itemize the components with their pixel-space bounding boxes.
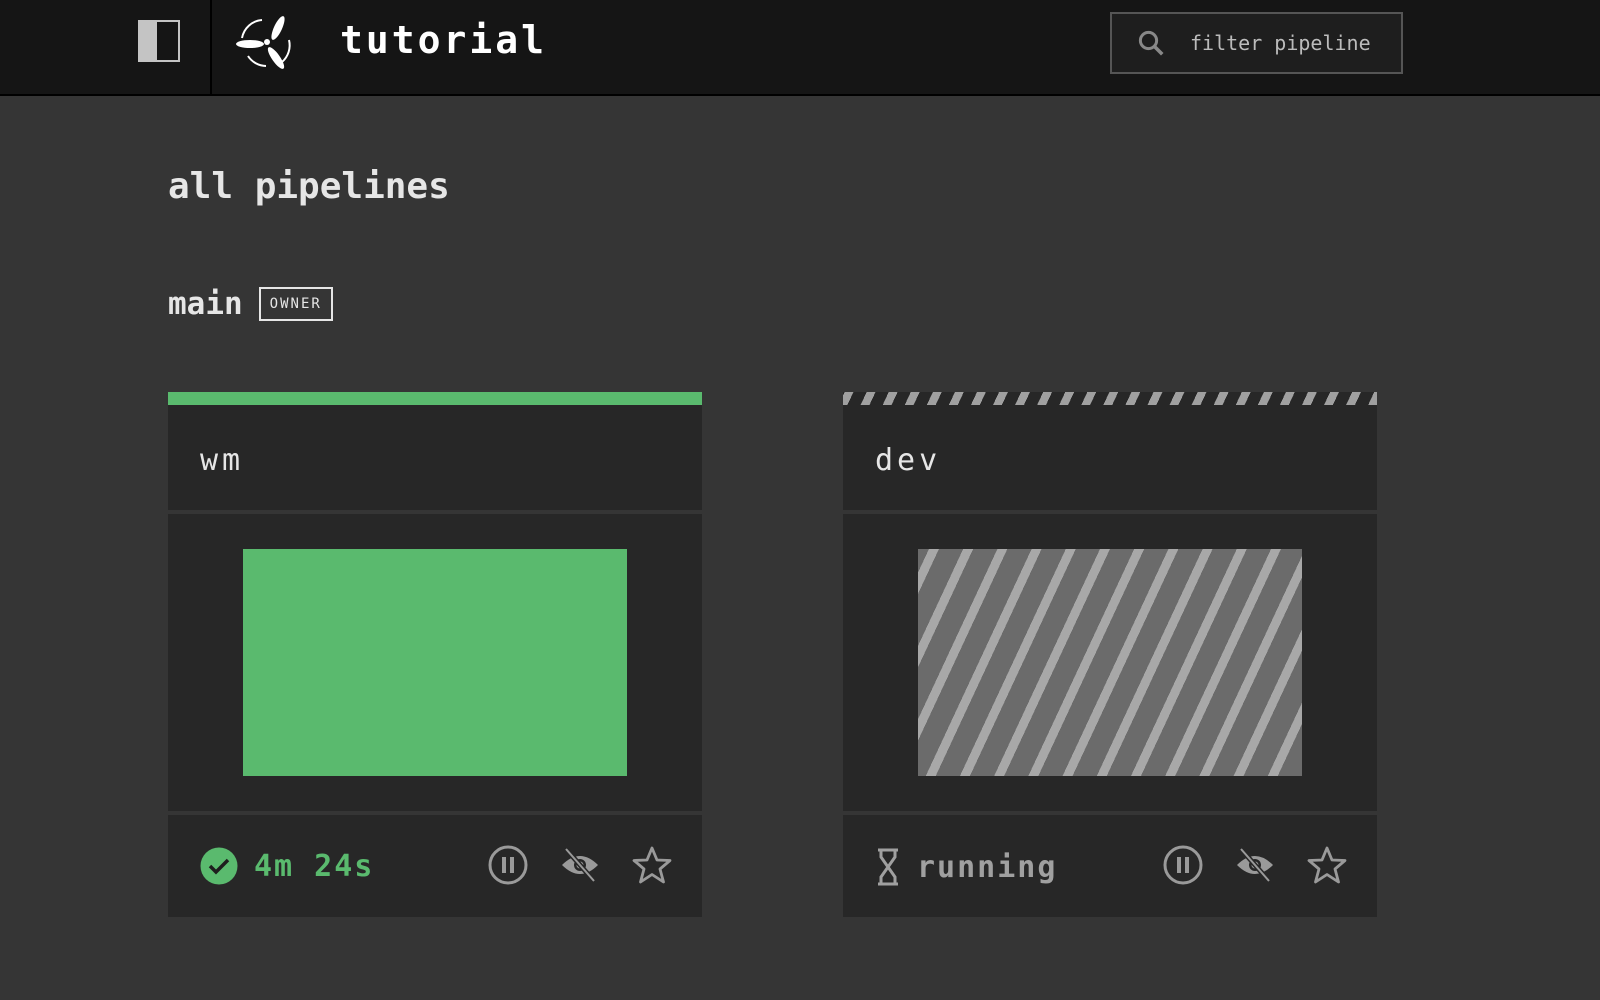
group-name: main <box>168 286 243 322</box>
status-bar-running <box>843 392 1377 405</box>
hide-eye-icon[interactable] <box>1235 845 1275 885</box>
page-title: all pipelines <box>168 166 450 207</box>
pipeline-name[interactable]: wm <box>168 405 702 510</box>
pipeline-preview-area <box>168 514 702 811</box>
job-preview-running[interactable] <box>918 549 1302 776</box>
hide-eye-icon[interactable] <box>560 845 600 885</box>
hourglass-icon <box>878 848 898 886</box>
team-group-header: main OWNER <box>168 286 333 322</box>
pipeline-status: 4m 24s <box>200 847 374 885</box>
star-favorite-icon[interactable] <box>1307 845 1347 885</box>
status-bar <box>168 392 702 405</box>
team-name: tutorial <box>340 18 548 62</box>
pipeline-card-wm[interactable]: wm 4m 24s <box>168 392 702 917</box>
sidebar-toggle-button[interactable] <box>0 0 212 94</box>
card-footer: 4m 24s <box>168 815 702 917</box>
card-footer: running <box>843 815 1377 917</box>
search-icon <box>1138 30 1164 56</box>
search-input[interactable] <box>1190 31 1390 55</box>
pipeline-status: running <box>875 847 1057 887</box>
owner-badge: OWNER <box>258 287 333 321</box>
status-text: 4m 24s <box>254 848 375 884</box>
star-favorite-icon[interactable] <box>632 845 672 885</box>
filter-search[interactable] <box>1110 12 1403 74</box>
pipeline-name[interactable]: dev <box>843 405 1377 510</box>
pause-button-icon[interactable] <box>1163 845 1203 885</box>
concourse-logo-icon <box>236 16 291 69</box>
check-circle-icon <box>200 847 238 885</box>
pipeline-preview-area <box>843 514 1377 811</box>
pipeline-card-dev[interactable]: dev running <box>843 392 1377 917</box>
sidebar-icon <box>138 20 180 62</box>
pause-button-icon[interactable] <box>488 845 528 885</box>
top-bar: tutorial <box>0 0 1600 96</box>
status-text: running <box>917 849 1058 885</box>
job-preview-succeeded[interactable] <box>243 549 627 776</box>
